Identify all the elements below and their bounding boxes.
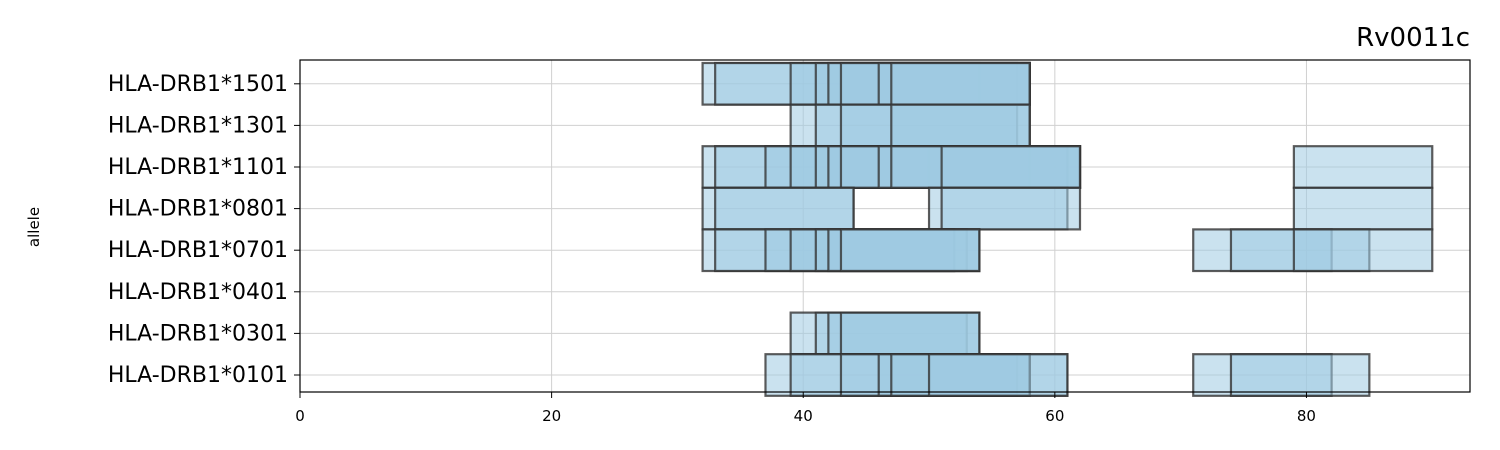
chart-title: Rv0011c [1356, 23, 1470, 53]
peptide-bar [1229, 353, 1371, 397]
y-tick-label: HLA-DRB1*0701 [108, 238, 288, 263]
peptide-bar [714, 186, 855, 231]
peptide-bar [890, 103, 1031, 148]
y-tick-label: HLA-DRB1*0301 [108, 321, 288, 346]
y-axis-label: allele [25, 207, 43, 247]
peptide-bar [839, 228, 981, 273]
peptide-bar [1292, 186, 1434, 231]
peptide-bar [890, 61, 1031, 106]
x-tick-label: 80 [1297, 407, 1316, 425]
y-tick-label: HLA-DRB1*1101 [108, 155, 288, 180]
peptide-bar [1292, 228, 1434, 273]
peptide-bar [940, 145, 1082, 189]
x-tick-label: 40 [794, 407, 813, 425]
x-tick-label: 0 [295, 407, 305, 425]
x-tick-label: 20 [542, 407, 561, 425]
peptide-bar [927, 353, 1069, 397]
y-tick-label: HLA-DRB1*0101 [108, 363, 288, 388]
y-tick-label: HLA-DRB1*1501 [108, 72, 288, 97]
peptide-bar [940, 186, 1082, 231]
bars [701, 61, 1434, 397]
plot-frame [299, 59, 1471, 393]
y-tick-label: HLA-DRB1*1301 [108, 113, 288, 138]
x-axis: 0 20 40 60 80 [295, 392, 1316, 425]
y-tick-label: HLA-DRB1*0401 [108, 280, 288, 305]
y-axis: HLA-DRB1*0101 HLA-DRB1*0301 HLA-DRB1*0401 H… [108, 72, 300, 388]
y-tick-label: HLA-DRB1*0801 [108, 197, 288, 222]
x-tick-label: 60 [1045, 407, 1064, 425]
peptide-bar [839, 311, 981, 356]
peptide-bar [1292, 145, 1434, 189]
